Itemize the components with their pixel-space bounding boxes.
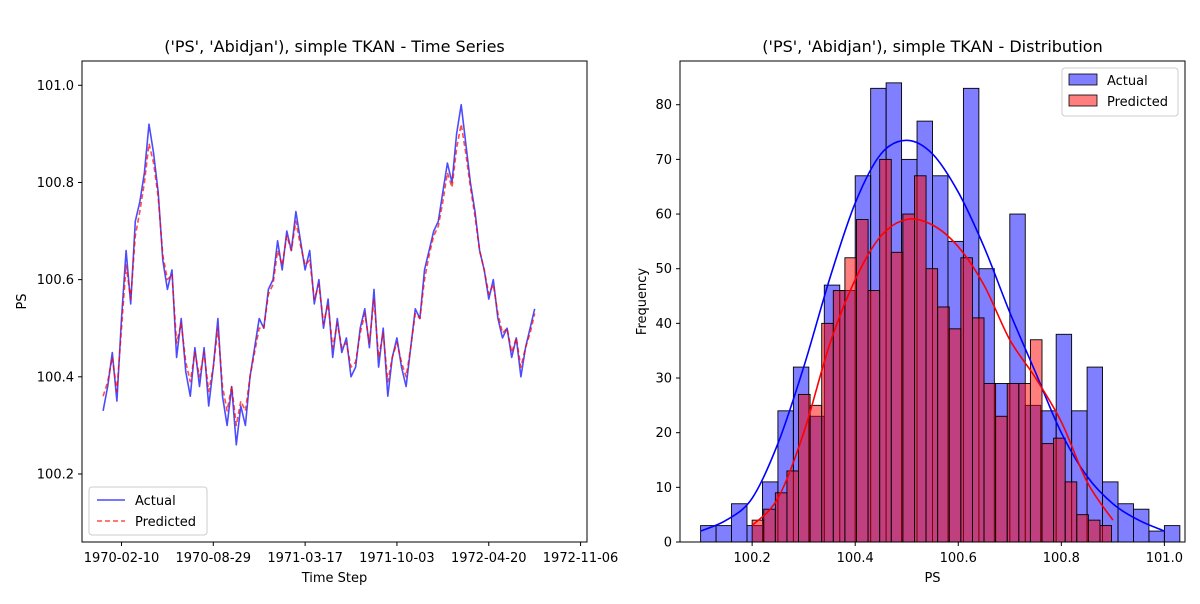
kde-curve-predicted — [751, 218, 1114, 527]
y-tick-label: 101.0 — [37, 79, 74, 94]
histogram-bar-predicted — [1064, 481, 1078, 543]
x-tick-label: 101.0 — [1146, 551, 1183, 566]
histogram-bar-predicted — [1076, 514, 1089, 543]
histogram-bar-predicted — [983, 383, 997, 543]
time-series-title: ('PS', 'Abidjan'), simple TKAN - Time Se… — [164, 37, 505, 56]
y-tick-label: 100.2 — [37, 467, 74, 482]
legend-predicted-swatch — [1068, 94, 1098, 107]
legend-actual-label: Actual — [135, 494, 176, 509]
y-tick-label: 70 — [655, 153, 672, 168]
histogram-bar-predicted — [1099, 525, 1113, 543]
histogram-bar-actual — [1163, 525, 1181, 543]
y-tick-label: 60 — [655, 208, 672, 223]
x-tick-label: 1972-04-20 — [451, 551, 527, 566]
histogram-bar-predicted — [960, 257, 973, 543]
x-tick-label: 1971-03-17 — [267, 551, 343, 566]
y-tick-label: 50 — [655, 262, 672, 277]
time-series-lines — [102, 103, 536, 446]
time-series-axes-frame — [81, 60, 588, 543]
time-series-xlabel: Time Step — [301, 571, 368, 586]
histogram-bar-predicted — [1006, 383, 1020, 543]
time-series-x-ticks: 1970-02-10 1970-08-29 1971-03-17 1971-10-03… — [84, 542, 619, 566]
histogram-bar-predicted — [786, 470, 799, 543]
distribution-ylabel: Frequency — [635, 268, 650, 335]
histogram-bar-predicted — [1053, 437, 1066, 543]
histogram-bar-actual — [1086, 366, 1103, 543]
distribution-xlabel: PS — [924, 571, 940, 586]
distribution-axes-frame — [679, 60, 1186, 543]
legend-actual-label: Actual — [1107, 74, 1148, 89]
legend-actual-swatch — [1068, 73, 1098, 86]
kde-curve-actual — [700, 139, 1165, 532]
y-tick-label: 20 — [655, 426, 672, 441]
histogram-bar-predicted — [948, 328, 962, 543]
time-series-legend: Actual Predicted — [88, 486, 208, 536]
time-series-ylabel: PS — [15, 293, 30, 309]
histogram-bar-predicted — [971, 317, 985, 543]
histogram-bar-predicted — [1087, 519, 1101, 543]
y-tick-label: 100.8 — [37, 176, 74, 191]
x-tick-label: 100.8 — [1043, 551, 1080, 566]
x-tick-label: 1970-08-29 — [176, 551, 252, 566]
histogram-bar-predicted — [914, 175, 927, 543]
x-tick-label: 1971-10-03 — [359, 551, 435, 566]
x-tick-label: 100.6 — [940, 551, 977, 566]
x-tick-label: 1970-02-10 — [84, 551, 160, 566]
distribution-bars — [700, 82, 1181, 543]
histogram-bar-predicted — [867, 290, 881, 543]
y-tick-label: 10 — [655, 481, 672, 496]
histogram-bar-actual — [1133, 508, 1150, 543]
distribution-chart: ('PS', 'Abidjan'), simple TKAN - Distrib… — [635, 37, 1186, 586]
histogram-bar-predicted — [902, 213, 915, 543]
distribution-legend: Actual Predicted — [1061, 67, 1179, 117]
series-line-predicted — [102, 123, 536, 427]
histogram-bar-predicted — [809, 404, 823, 543]
histogram-bar-actual — [1148, 530, 1165, 543]
histogram-bar-predicted — [879, 158, 892, 543]
y-tick-label: 100.6 — [37, 273, 74, 288]
x-tick-label: 100.2 — [734, 551, 771, 566]
series-line-actual — [102, 103, 536, 446]
time-series-chart: ('PS', 'Abidjan'), simple TKAN - Time Se… — [15, 37, 618, 586]
distribution-kde-curves — [700, 139, 1165, 532]
x-tick-label: 1972-11-06 — [543, 551, 619, 566]
y-tick-label: 80 — [655, 98, 672, 113]
histogram-bar-predicted — [925, 268, 939, 543]
distribution-y-ticks: 0 10 20 30 40 50 60 70 80 — [655, 98, 680, 551]
histogram-bar-actual — [731, 503, 748, 543]
y-tick-label: 100.4 — [37, 370, 74, 385]
y-tick-label: 30 — [655, 372, 672, 387]
histogram-bar-predicted — [1041, 443, 1055, 543]
histogram-bar-predicted — [1018, 383, 1031, 543]
legend-predicted-label: Predicted — [1107, 95, 1168, 110]
histogram-bar-predicted — [937, 306, 950, 543]
histogram-bar-predicted — [890, 251, 904, 543]
histogram-bar-actual — [715, 525, 732, 543]
x-tick-label: 100.4 — [837, 551, 874, 566]
time-series-legend-box — [88, 486, 208, 536]
histogram-bar-predicted — [856, 219, 869, 543]
y-tick-label: 0 — [664, 536, 672, 551]
histogram-bar-predicted — [995, 415, 1008, 543]
histogram-bar-predicted — [1029, 339, 1043, 543]
histogram-bar-predicted — [821, 322, 834, 543]
legend-predicted-label: Predicted — [135, 515, 196, 530]
time-series-y-ticks: 100.2 100.4 100.6 100.8 101.0 — [37, 79, 82, 482]
y-tick-label: 40 — [655, 317, 672, 332]
distribution-x-ticks: 100.2 100.4 100.6 100.8 101.0 — [734, 542, 1183, 566]
distribution-title: ('PS', 'Abidjan'), simple TKAN - Distrib… — [762, 37, 1102, 56]
